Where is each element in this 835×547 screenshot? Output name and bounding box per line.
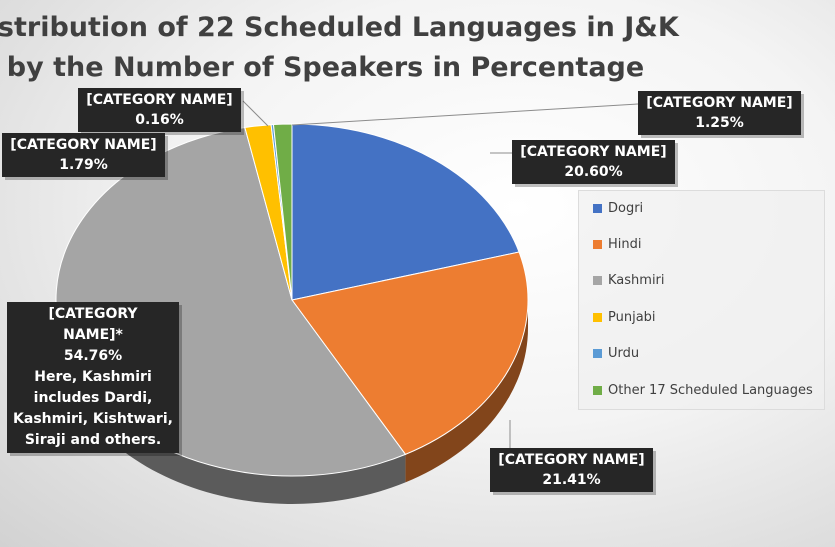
pie-side-hindi (405, 300, 528, 483)
legend-swatch-other (593, 386, 602, 395)
legend-swatch-urdu (593, 349, 602, 358)
legend-item-dogri: Dogri (593, 201, 643, 216)
leader-lines (242, 100, 639, 452)
data-label-hindi-name: [CATEGORY NAME] (498, 452, 645, 468)
pie-slice-dogri[interactable] (291, 123, 520, 301)
pie-side-kashmiri (56, 300, 406, 505)
legend-label-urdu: Urdu (608, 346, 640, 361)
data-label-kashmiri-note-2: includes Dardi, (33, 390, 153, 406)
data-label-kashmiri-note-1: Here, Kashmiri (34, 369, 152, 385)
leader-line-urdu (242, 100, 269, 127)
legend-item-other: Other 17 Scheduled Languages (593, 383, 813, 398)
data-label-punjabi-name: [CATEGORY NAME] (10, 137, 157, 153)
legend-swatch-dogri (593, 204, 602, 213)
legend-label-hindi: Hindi (608, 237, 642, 252)
leader-line-other (291, 103, 639, 126)
data-label-dogri: [CATEGORY NAME] 20.60% (512, 140, 675, 184)
legend-label-dogri: Dogri (608, 201, 644, 216)
data-label-dogri-value: 20.60% (564, 164, 623, 180)
data-label-kashmiri: [CATEGORY NAME]* 54.76% Here, Kashmiri i… (7, 302, 179, 453)
data-label-dogri-name: [CATEGORY NAME] (520, 144, 667, 160)
data-label-urdu: [CATEGORY NAME] 0.16% (78, 88, 241, 132)
pie-3d-sides (56, 300, 528, 505)
legend-item-urdu: Urdu (593, 346, 639, 361)
data-label-punjabi-value: 1.79% (59, 157, 108, 173)
chart-title-line1: Distribution of 22 Scheduled Languages i… (0, 12, 679, 43)
pie-slice-hindi[interactable] (291, 251, 529, 455)
legend-item-punjabi: Punjabi (593, 310, 656, 325)
pie-slice-other-17-scheduled-languages[interactable] (272, 123, 293, 301)
data-label-kashmiri-note-3: Kashmiri, Kishtwari, (13, 411, 173, 427)
data-label-punjabi: [CATEGORY NAME] 1.79% (2, 133, 165, 177)
legend-swatch-punjabi (593, 313, 602, 322)
data-label-kashmiri-value: 54.76% (63, 348, 123, 364)
chart-legend: Dogri Hindi Kashmiri Punjabi Urdu Other … (578, 190, 825, 410)
legend-label-other: Other 17 Scheduled Languages (608, 383, 813, 398)
data-label-kashmiri-name-1: [CATEGORY (48, 306, 138, 322)
data-label-other-value: 1.25% (695, 115, 744, 131)
data-label-urdu-name: [CATEGORY NAME] (86, 92, 233, 108)
data-label-hindi-value: 21.41% (542, 472, 601, 488)
data-label-urdu-value: 0.16% (135, 112, 184, 128)
data-label-other: [CATEGORY NAME] 1.25% (638, 91, 801, 135)
legend-item-kashmiri: Kashmiri (593, 273, 665, 288)
legend-swatch-hindi (593, 240, 602, 249)
data-label-other-name: [CATEGORY NAME] (646, 95, 793, 111)
data-label-hindi: [CATEGORY NAME] 21.41% (490, 448, 653, 492)
legend-label-kashmiri: Kashmiri (608, 273, 665, 288)
legend-swatch-kashmiri (593, 276, 602, 285)
legend-item-hindi: Hindi (593, 237, 642, 252)
chart-title-line2: by the Number of Speakers in Percentage (6, 52, 645, 83)
data-label-kashmiri-name-2: NAME]* (63, 327, 123, 343)
legend-label-punjabi: Punjabi (608, 310, 656, 325)
data-label-kashmiri-note-4: Siraji and others. (24, 432, 162, 448)
